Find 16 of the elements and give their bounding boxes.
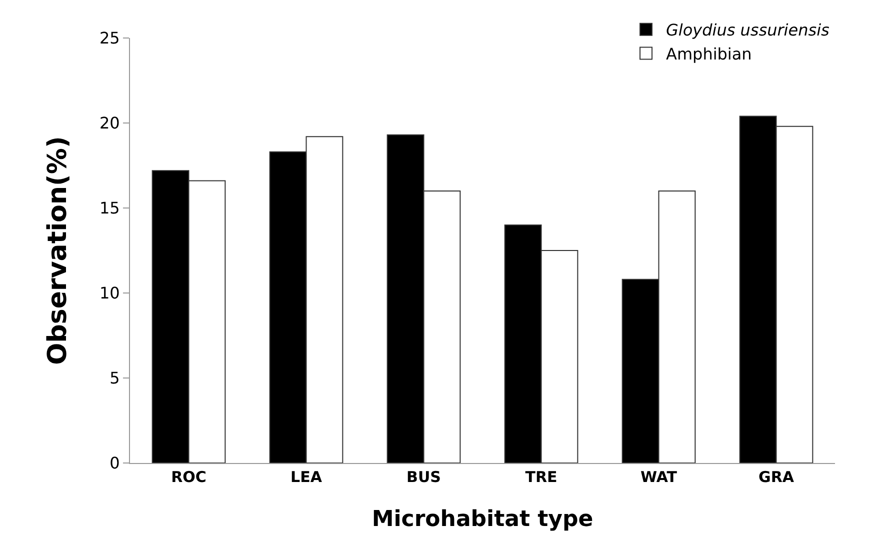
x-axis-title: Microhabitat type bbox=[372, 506, 594, 532]
x-tick-label: GRA bbox=[758, 468, 794, 486]
y-tick-label: 10 bbox=[99, 284, 120, 303]
y-axis-title: Observation(%) bbox=[42, 136, 73, 365]
y-tick-label: 5 bbox=[110, 368, 120, 388]
y-tick-label: 0 bbox=[110, 454, 120, 473]
x-tick-label: TRE bbox=[525, 468, 558, 486]
legend-label: Amphibian bbox=[666, 44, 752, 64]
y-tick-label: 25 bbox=[99, 28, 120, 48]
y-tick-label: 20 bbox=[99, 114, 120, 133]
legend-label: Gloydius ussuriensis bbox=[666, 20, 830, 40]
y-tick-label: 15 bbox=[99, 198, 120, 218]
x-tick-label: LEA bbox=[290, 468, 322, 486]
x-tick-label: ROC bbox=[171, 468, 206, 486]
x-tick-label: BUS bbox=[406, 468, 441, 486]
x-tick-label: WAT bbox=[640, 468, 678, 486]
